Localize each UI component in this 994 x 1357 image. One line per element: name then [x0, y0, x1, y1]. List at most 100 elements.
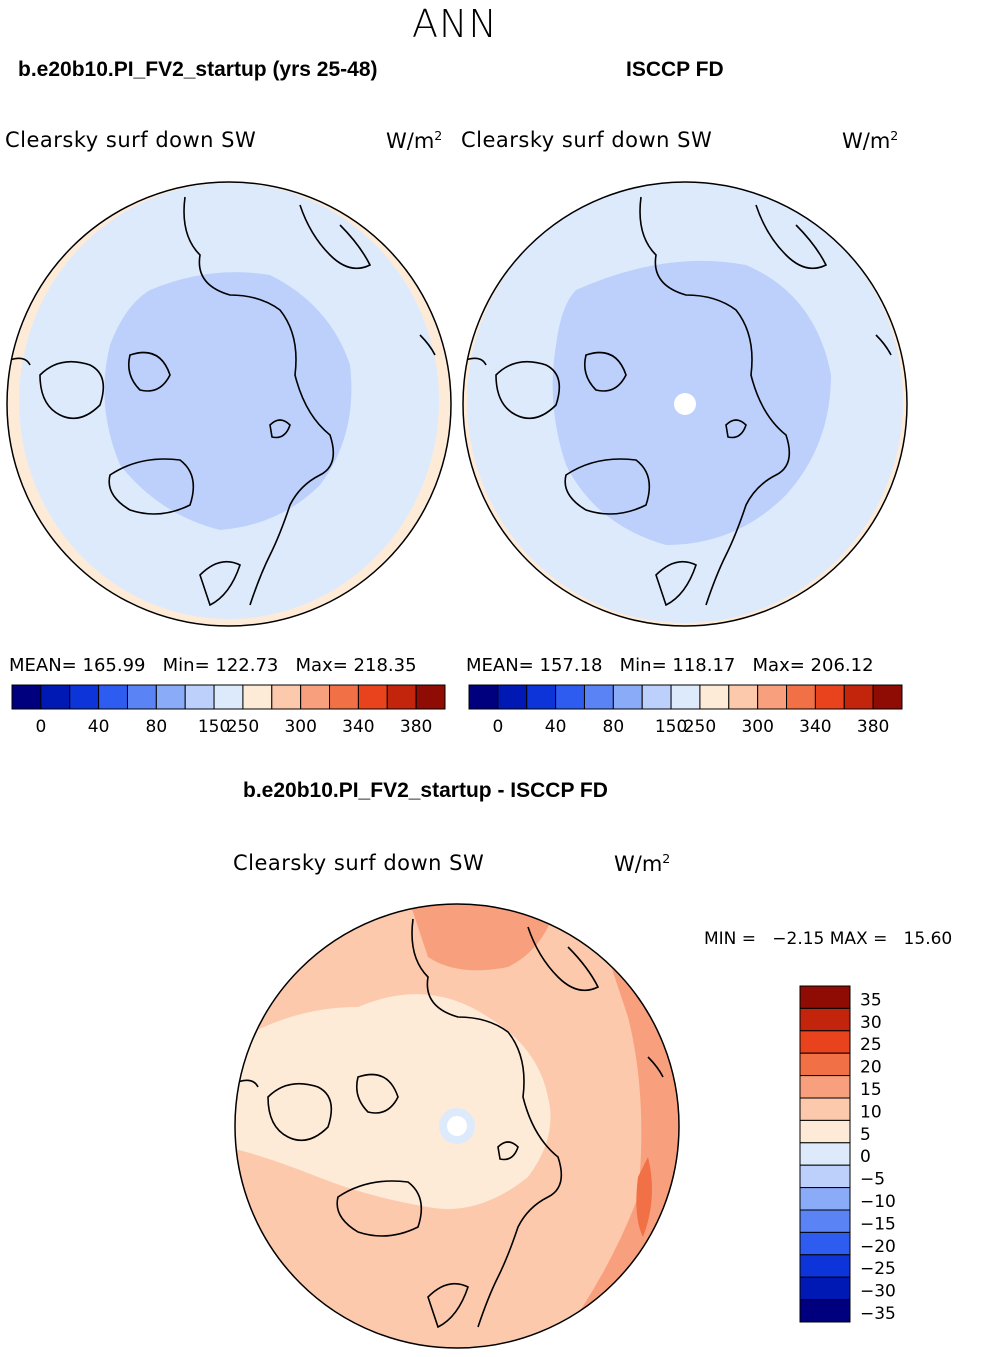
right-variable-label: Clearsky surf down SW [461, 128, 713, 152]
diff-colorbar-cell [799, 1276, 851, 1301]
right-colorbar-cell [641, 684, 672, 710]
diff-colorbar-cell [799, 1187, 851, 1211]
right-colorbar-cell [699, 684, 730, 710]
coastlines [9, 196, 436, 607]
diff-colorbar-tick-label: −20 [860, 1237, 896, 1257]
diff-colorbar-tick-label: 30 [860, 1013, 882, 1033]
left-stats: MEAN= 165.99 Min= 122.73 Max= 218.35 [9, 655, 417, 676]
diff-colorbar-cell [799, 1075, 851, 1099]
right-colorbar-cell [757, 684, 788, 710]
right-colorbar-tick-label: 300 [741, 717, 773, 737]
left-colorbar-cell [300, 684, 331, 710]
diff-colorbar-cell [799, 1164, 851, 1189]
left-colorbar-tick-label: 380 [400, 717, 432, 737]
diff-colorbar-cell [799, 1030, 851, 1054]
right-colorbar-cell [786, 684, 816, 710]
right-colorbar-cell [526, 684, 557, 710]
left-colorbar-cell [386, 684, 417, 710]
diff-colorbar-tick-label: −25 [860, 1259, 896, 1279]
right-colorbar-cell [843, 684, 874, 710]
left-colorbar-cell [126, 684, 157, 710]
diff-colorbar-tick-label: −10 [860, 1192, 896, 1212]
map-fill-blue [104, 272, 352, 530]
left-colorbar-cell [11, 684, 42, 710]
main-title: ANN [412, 2, 498, 46]
left-colorbar-tick-label: 40 [88, 717, 110, 737]
left-colorbar-cell [242, 684, 273, 710]
diff-colorbar-tick-label: 35 [860, 990, 882, 1010]
left-colorbar-cell [329, 684, 359, 710]
diff-colorbar-tick-label: 10 [860, 1102, 882, 1122]
left-colorbar-tick-label: 0 [35, 717, 46, 737]
right-colorbar-tick-label: 150 [655, 717, 687, 737]
left-colorbar-tick-label: 340 [342, 717, 374, 737]
left-variable-label: Clearsky surf down SW [5, 128, 257, 152]
diff-case-title: b.e20b10.PI_FV2_startup - ISCCP FD [243, 779, 608, 802]
diff-colorbar-cell [799, 1052, 851, 1077]
diff-colorbar-cell [799, 1231, 851, 1256]
left-colorbar-cell [415, 684, 446, 710]
diff-colorbar-cell [799, 1119, 851, 1144]
right-colorbar-cell [583, 684, 614, 710]
right-colorbar-cell [468, 684, 499, 710]
map-boundary [234, 903, 680, 1349]
coastlines [465, 196, 892, 607]
diff-colorbar-tick-label: −5 [860, 1170, 885, 1190]
diff-colorbar-tick-label: 15 [860, 1080, 882, 1100]
right-case-title: ISCCP FD [626, 58, 724, 81]
diff-colorbar-cell [799, 1007, 851, 1032]
map-fill-15-20 [636, 1157, 652, 1237]
left-colorbar-cell [271, 684, 302, 710]
diff-colorbar-cell [799, 985, 851, 1009]
diff-units-label: W/m2 [614, 851, 670, 876]
right-colorbar-cell [814, 684, 845, 710]
right-colorbar-cell [612, 684, 643, 710]
left-colorbar-tick-label: 150 [198, 717, 230, 737]
map-missing-data [447, 1116, 467, 1136]
left-colorbar-tick-label: 80 [146, 717, 168, 737]
right-stats: MEAN= 157.18 Min= 118.17 Max= 206.12 [466, 655, 874, 676]
left-case-title: b.e20b10.PI_FV2_startup (yrs 25-48) [18, 58, 378, 81]
right-colorbar-tick-label: 40 [545, 717, 567, 737]
left-colorbar-cell [357, 684, 388, 710]
map-missing-data [674, 393, 696, 415]
diff-units-exp: 2 [662, 851, 671, 866]
right-colorbar-tick-label: 0 [492, 717, 503, 737]
diff-colorbar-tick-label: −35 [860, 1304, 896, 1324]
right-colorbar-cell [728, 684, 759, 710]
diff-units-base: W/m [614, 852, 663, 876]
diff-colorbar-cell [799, 1254, 851, 1278]
map-fill-10-15-top [408, 904, 558, 971]
right-colorbar-cell [670, 684, 701, 710]
right-colorbar-cell [872, 684, 903, 710]
diff-colorbar-tick-label: 25 [860, 1035, 882, 1055]
left-colorbar-cell [213, 684, 244, 710]
map-fill-0-5 [235, 994, 551, 1209]
right-colorbar-tick-label: 250 [684, 717, 716, 737]
diff-stats: MIN = −2.15 MAX = 15.60 [704, 929, 953, 949]
diff-colorbar-tick-label: 0 [860, 1147, 871, 1167]
left-units-label: W/m2 [386, 128, 442, 153]
map-boundary [462, 181, 908, 627]
coastlines [237, 918, 664, 1329]
diff-colorbar-cell [799, 1209, 851, 1233]
right-colorbar-cell [555, 684, 585, 710]
diff-colorbar-tick-label: 5 [860, 1125, 871, 1145]
diff-polar-map [234, 903, 680, 1349]
right-units-base: W/m [842, 129, 891, 153]
left-colorbar-cell [98, 684, 128, 710]
left-colorbar-cell [155, 684, 186, 710]
right-polar-map [462, 181, 908, 627]
left-colorbar-tick-label: 300 [284, 717, 316, 737]
diff-variable-label: Clearsky surf down SW [233, 851, 485, 875]
right-units-label: W/m2 [842, 128, 898, 153]
left-units-exp: 2 [434, 128, 443, 143]
map-boundary [6, 181, 452, 627]
diff-colorbar-tick-label: −15 [860, 1214, 896, 1234]
left-colorbar-cell [184, 684, 215, 710]
left-polar-map [6, 181, 452, 627]
left-units-base: W/m [386, 129, 435, 153]
